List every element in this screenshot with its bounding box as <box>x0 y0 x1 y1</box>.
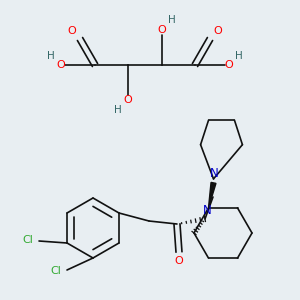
Text: O: O <box>158 25 166 35</box>
Text: H: H <box>168 15 176 25</box>
Text: Cl: Cl <box>22 235 34 245</box>
Text: H: H <box>235 51 243 61</box>
Text: Cl: Cl <box>51 266 62 276</box>
Text: O: O <box>214 26 222 36</box>
Polygon shape <box>208 182 216 208</box>
Text: H: H <box>114 105 122 115</box>
Text: N: N <box>202 203 211 217</box>
Text: O: O <box>124 95 132 105</box>
Text: H: H <box>47 51 55 61</box>
Text: O: O <box>68 26 76 36</box>
Text: N: N <box>210 167 219 180</box>
Text: O: O <box>175 256 183 266</box>
Text: O: O <box>57 60 65 70</box>
Text: O: O <box>225 60 233 70</box>
